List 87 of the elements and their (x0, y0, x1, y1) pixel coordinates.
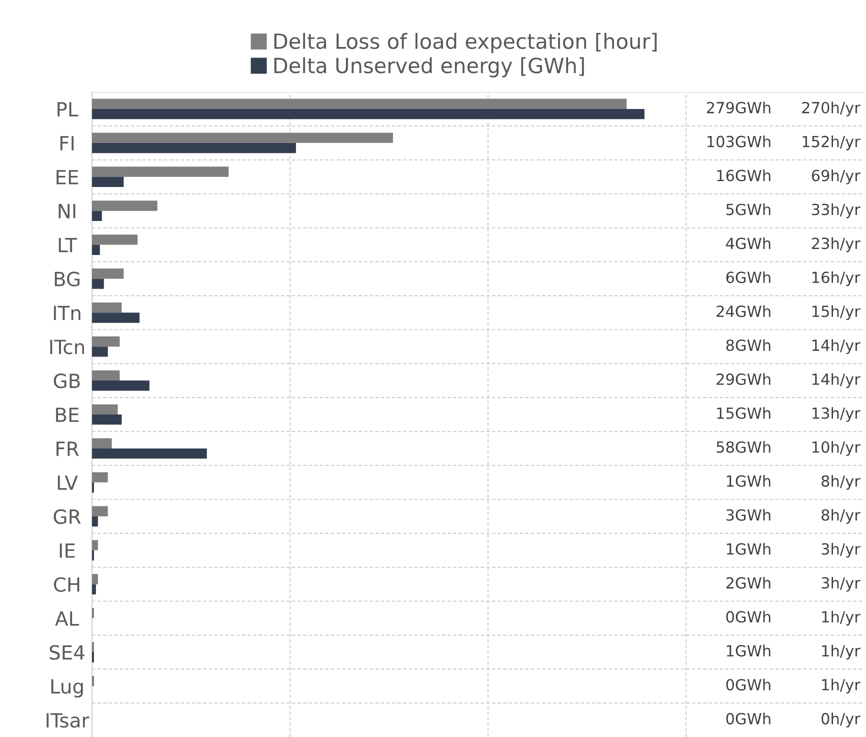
bar (92, 312, 140, 323)
bar (92, 438, 112, 448)
data-label: 3GWh (726, 508, 770, 521)
bar (92, 166, 229, 177)
data-label: 1GWh (726, 542, 770, 555)
bar (92, 584, 96, 594)
bar (92, 506, 108, 516)
data-label: 1GWh (726, 644, 770, 657)
y-tick-label: ITcn (50, 340, 84, 354)
y-tick-label: IE (60, 544, 75, 558)
data-label: 8h/yr (822, 475, 860, 490)
bar (92, 176, 124, 188)
bar (92, 370, 120, 381)
bar (92, 302, 122, 313)
data-label: 58GWh (716, 441, 770, 453)
data-label: 270h/yr (802, 102, 860, 116)
bar (92, 210, 102, 221)
data-label: 1h/yr (822, 678, 860, 694)
data-label: 24GWh (716, 305, 770, 318)
bar (92, 336, 120, 347)
y-tick-label: GB (54, 374, 80, 388)
y-tick-label: BE (56, 408, 79, 422)
bar (92, 278, 104, 289)
bar (92, 132, 393, 143)
legend-label: Delta Unserved energy [GWh] (274, 57, 584, 78)
bar (92, 448, 207, 459)
y-tick-label: ITn (54, 306, 80, 320)
data-label: 15GWh (717, 407, 770, 419)
y-tick-label: LV (58, 476, 78, 490)
data-label: 3h/yr (822, 576, 860, 592)
data-label: 14h/yr (812, 339, 860, 354)
data-label: 279GWh (706, 102, 770, 114)
bar (92, 268, 124, 279)
data-label: 1h/yr (822, 610, 860, 626)
data-label: 16h/yr (812, 271, 860, 286)
data-label: 6GWh (726, 271, 770, 284)
data-label: 13h/yr (812, 407, 860, 422)
bar (92, 516, 98, 527)
bar (92, 346, 108, 357)
bar (92, 142, 296, 154)
bar (92, 472, 108, 482)
data-label: 4GWh (726, 237, 770, 250)
data-label: 3h/yr (822, 542, 860, 558)
y-tick-label: BG (54, 272, 80, 286)
bar (92, 200, 158, 211)
y-tick-label: CH (54, 577, 80, 592)
bar (92, 244, 100, 255)
y-tick-label: EE (56, 170, 78, 184)
data-label: 15h/yr (812, 305, 860, 320)
data-label: 33h/yr (812, 203, 860, 218)
bar (92, 414, 122, 425)
data-label: 69h/yr (812, 169, 860, 184)
y-tick-label: PL (58, 102, 78, 116)
y-tick-label: FI (60, 136, 74, 150)
data-label: 1h/yr (822, 644, 860, 660)
data-label: 1GWh (726, 475, 770, 487)
bar (92, 98, 627, 109)
y-tick-label: AL (55, 611, 79, 626)
data-label: 0GWh (726, 712, 770, 724)
y-tick-label: GR (54, 509, 81, 524)
data-label: 10h/yr (812, 441, 860, 456)
data-label: 8GWh (726, 339, 770, 352)
y-tick-label: ITsar (46, 713, 90, 728)
data-label: 0GWh (726, 678, 770, 691)
data-label: 8h/yr (822, 508, 860, 524)
y-tick-label: Lug (51, 679, 83, 698)
y-tick-label: NI (58, 204, 76, 218)
data-label: 5GWh (726, 203, 770, 216)
y-tick-label: SE4 (50, 645, 84, 660)
bar (92, 108, 644, 120)
data-label: 152h/yr (802, 136, 860, 150)
data-label: 14h/yr (812, 373, 860, 388)
y-tick-label: FR (56, 442, 79, 456)
data-label: 0GWh (726, 610, 770, 623)
data-label: 29GWh (716, 373, 770, 385)
data-label: 103GWh (707, 136, 770, 148)
data-label: 23h/yr (812, 237, 860, 252)
bar (92, 574, 98, 584)
data-label: 2GWh (726, 576, 770, 589)
data-label: 0h/yr (822, 712, 860, 728)
bar (92, 540, 98, 550)
data-label: 16GWh (717, 169, 770, 182)
bar (92, 404, 118, 414)
bar (92, 234, 138, 245)
bar (92, 380, 150, 391)
y-tick-label: LT (58, 238, 78, 252)
legend-label: Delta Loss of load expectation [hour] (274, 32, 657, 54)
